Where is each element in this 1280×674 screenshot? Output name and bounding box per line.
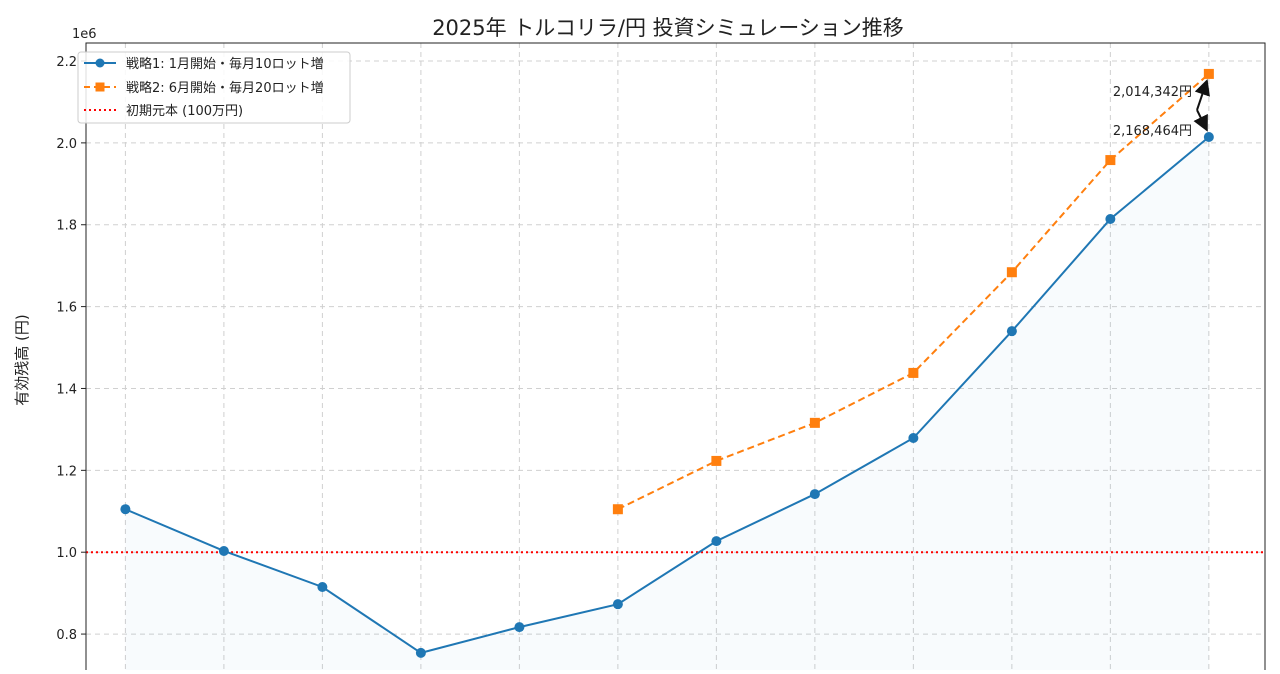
series-1-point — [1006, 326, 1017, 337]
y-tick-label: 0.8 — [56, 628, 77, 643]
series-1-point — [415, 647, 426, 658]
y-tick-label: 1.6 — [56, 301, 77, 316]
series-2-point — [1203, 68, 1214, 79]
series-2-point — [809, 417, 820, 428]
y-offset-label: 1e6 — [72, 27, 97, 42]
series-2-point — [1006, 267, 1017, 278]
series-1-point — [317, 581, 328, 592]
series-2-point — [711, 455, 722, 466]
series-2-point — [1105, 155, 1116, 166]
annotation-label: 2,168,464円 — [1113, 124, 1192, 139]
chart-title: 2025年 トルコリラ/円 投資シミュレーション推移 — [432, 16, 904, 40]
legend-label-baseline: 初期元本 (100万円) — [126, 104, 243, 119]
series-1-point — [120, 504, 131, 515]
legend: 戦略1: 1月開始・毎月10ロット増 戦略2: 6月開始・毎月20ロット増 初期… — [77, 51, 351, 124]
plot-frame — [85, 42, 1266, 674]
grid — [86, 43, 1265, 674]
legend-label-series-1: 戦略1: 1月開始・毎月10ロット増 — [126, 56, 324, 72]
series-1-point — [1105, 214, 1116, 225]
annotation-arrow — [1193, 109, 1208, 132]
series-2-point — [908, 367, 919, 378]
y-tick-label: 1.4 — [56, 382, 77, 397]
legend-label-series-2: 戦略2: 6月開始・毎月20ロット増 — [126, 80, 324, 96]
series-1-point — [514, 622, 525, 633]
y-tick-label: 2.2 — [56, 55, 77, 70]
series-1-point — [908, 433, 919, 443]
series-1-point — [711, 536, 722, 547]
series-1-point — [809, 489, 820, 500]
y-tick-label: 2.0 — [56, 137, 77, 152]
legend-box — [77, 51, 351, 124]
series-1-point — [1203, 132, 1214, 143]
y-ticks: 0.8 1.0 1.2 1.4 1.6 1.8 2.0 2.2 — [56, 55, 86, 643]
series-group — [120, 68, 1214, 658]
series-1-line — [125, 136, 1210, 654]
series-1-point — [612, 599, 623, 610]
annotation-arrow — [1194, 79, 1210, 111]
y-tick-label: 1.8 — [56, 219, 77, 234]
series-2-point — [612, 504, 623, 515]
annotation-label: 2,014,342円 — [1113, 85, 1192, 100]
series-1-fill — [125, 137, 1208, 670]
y-tick-label: 1.2 — [56, 464, 77, 479]
area-fill — [125, 137, 1208, 670]
series-1-point — [218, 545, 229, 556]
annotations: 2,014,342円 2,168,464円 — [1113, 79, 1210, 139]
y-axis-label: 有効残高 (円) — [13, 314, 31, 405]
legend-marker-series-2 — [95, 82, 105, 92]
y-tick-label: 1.0 — [56, 546, 77, 561]
legend-marker-series-1 — [95, 58, 105, 68]
